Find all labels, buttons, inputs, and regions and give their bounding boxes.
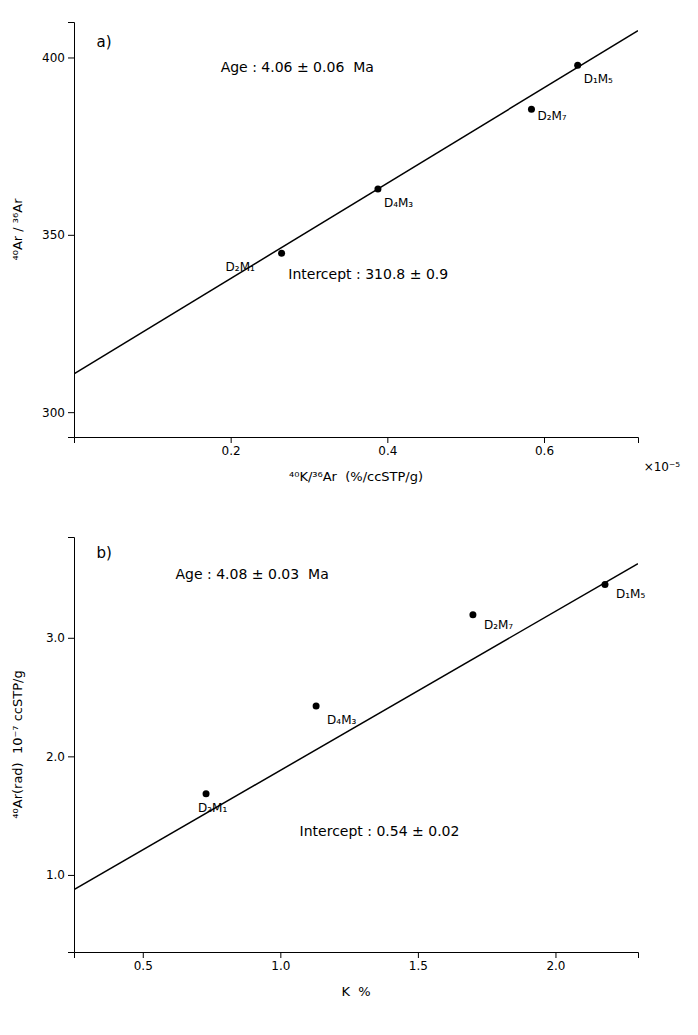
point-label: D₂M₁ [198,801,227,815]
tick: 300 [42,406,74,420]
tick-label: 3.0 [46,631,65,645]
tick: 1.5 [409,952,428,973]
tick: 0.4 [378,437,397,458]
annotation: Intercept : 310.8 ± 0.9 [288,266,448,282]
tick: 350 [42,228,74,242]
point [374,186,381,193]
axis-line [68,23,75,438]
tick-label: 1.0 [46,868,65,882]
tick: 1.0 [46,868,74,882]
plot-area [74,564,638,890]
chart-root: 0.2 0.4 0.6 300 350 400 ⁴⁰K/³⁶Ar (%/ccSTP/g) ⁴⁰… [0,0,698,1035]
tick: 0.5 [134,952,153,973]
point [528,106,535,113]
panel-title: b) [97,544,112,562]
point-label: D₄M₃ [327,713,356,727]
point [203,790,210,797]
tick-mark [387,437,388,443]
tick-label: 1.5 [409,959,428,973]
x-axis-title: K % [341,984,370,999]
tick-label: 0.4 [378,444,397,458]
tick-mark [143,952,144,958]
point [469,611,476,618]
annotation: Intercept : 0.54 ± 0.02 [300,823,460,839]
tick: 3.0 [46,631,74,645]
panel-title: a) [97,33,112,51]
tick-mark [544,437,545,443]
tick-mark [280,952,281,958]
fit-line [74,31,638,374]
tick: 2.0 [46,750,74,764]
tick-label: 300 [42,406,65,420]
tick-mark [68,235,74,236]
y-axis-title: ⁴⁰Ar / ³⁶Ar [10,198,25,261]
x-axis-title: ⁴⁰K/³⁶Ar (%/ccSTP/g) [289,469,423,484]
point-label: D₂M₁ [226,260,255,274]
point-label: D₁M₅ [616,587,645,601]
tick: 0.2 [222,437,241,458]
tick-label: 2.0 [46,750,65,764]
figure: 0.2 0.4 0.6 300 350 400 ⁴⁰K/³⁶Ar (%/ccSTP/g) ⁴⁰… [0,0,698,1035]
point-labels: D₂M₁ D₄M₃ D₂M₇ D₁M₅ [226,72,614,274]
point-label: D₄M₃ [384,196,413,210]
tick: 1.0 [271,952,290,973]
plot-area [74,31,638,374]
point-label: D₁M₅ [584,72,613,86]
tick-mark [68,875,74,876]
point-labels: D₂M₁ D₄M₃ D₂M₇ D₁M₅ [198,587,645,814]
point [574,62,581,69]
tick-mark [68,412,74,413]
axis-line [75,438,639,444]
tick-label: 0.6 [535,444,554,458]
tick-mark [231,437,232,443]
tick-mark [555,952,556,958]
point [313,702,320,709]
tick-label: 350 [42,228,65,242]
panel: 0.5 1.0 1.5 2.0 1.0 2.0 3.0 K % ⁴⁰Ar(rad) 10⁻⁷ c… [10,538,645,1000]
tick: 400 [42,51,74,65]
y-axis: 1.0 2.0 3.0 [46,538,75,953]
x-axis: 0.5 1.0 1.5 2.0 [75,952,639,973]
point [278,250,285,257]
y-axis-title: ⁴⁰Ar(rad) 10⁻⁷ ccSTP/g [10,670,25,818]
tick-mark [68,57,74,58]
tick-mark [418,952,419,958]
tick-label: 0.2 [222,444,241,458]
point-label: D₂M₇ [537,109,566,123]
point-label: D₂M₇ [484,618,513,632]
tick: 2.0 [546,952,565,973]
annotation: Age : 4.06 ± 0.06 Ma [221,59,374,75]
annotation: Age : 4.08 ± 0.03 Ma [176,566,329,582]
tick-mark [68,756,74,757]
tick-label: 400 [42,51,65,65]
x-axis: 0.2 0.4 0.6 [75,437,639,458]
tick-label: 2.0 [546,959,565,973]
axis-line [75,953,639,959]
panel: 0.2 0.4 0.6 300 350 400 ⁴⁰K/³⁶Ar (%/ccSTP/g) ⁴⁰… [10,23,680,485]
point [601,581,608,588]
fit-line [74,564,638,890]
annotation: ×10⁻⁵ [644,460,681,474]
tick: 0.6 [535,437,554,458]
tick-label: 0.5 [134,959,153,973]
tick-label: 1.0 [271,959,290,973]
y-axis: 300 350 400 [42,23,74,438]
axis-line [68,538,75,953]
tick-mark [68,638,74,639]
